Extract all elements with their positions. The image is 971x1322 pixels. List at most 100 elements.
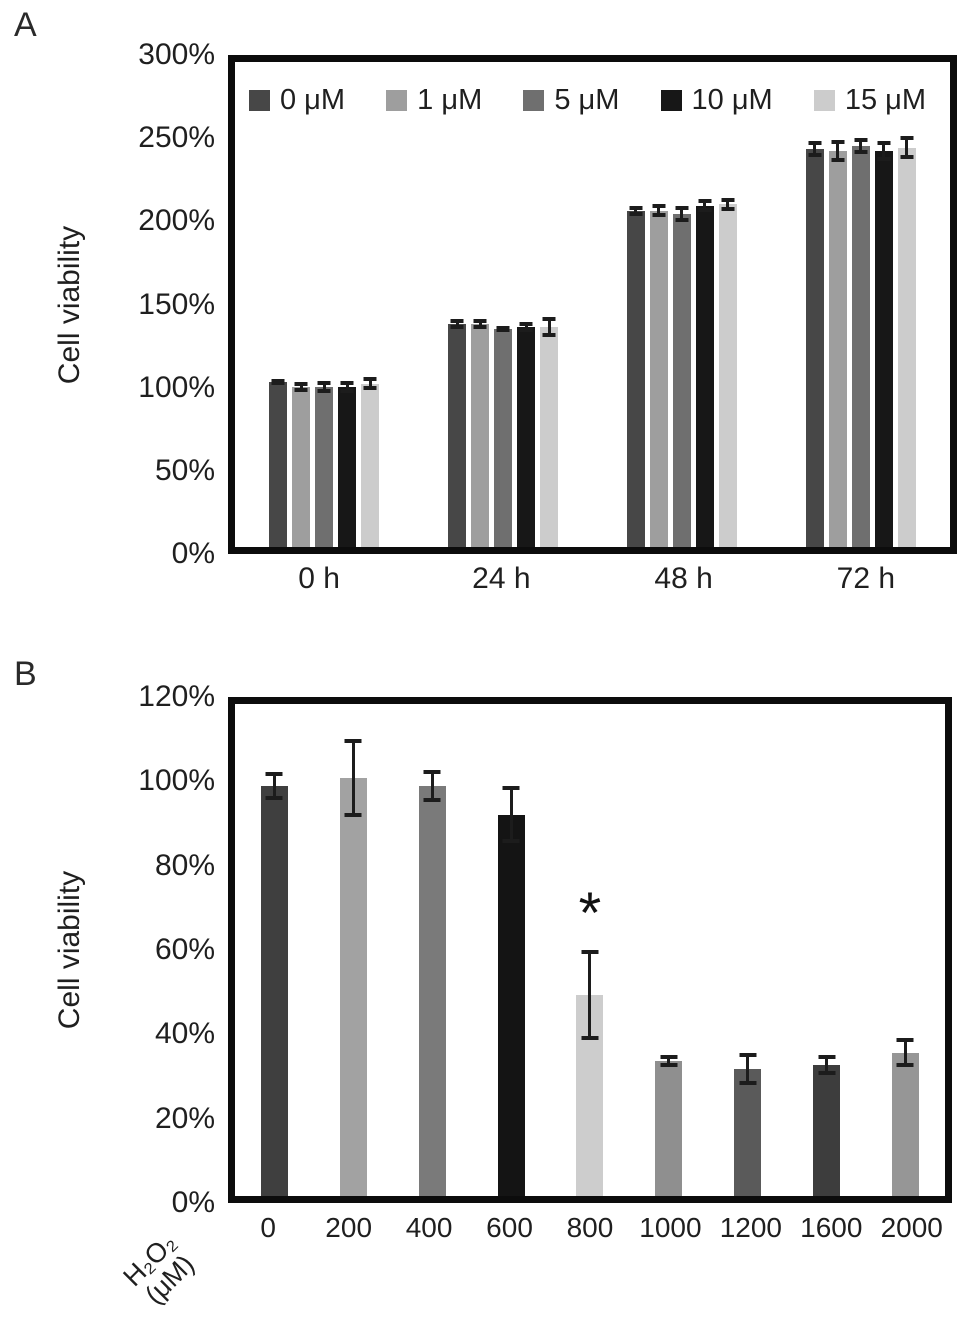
- error-bar-stem: [524, 322, 528, 332]
- legend-item: 0 μM: [249, 84, 345, 117]
- bar-slot: [734, 704, 762, 1196]
- error-bar-bottom-cap: [496, 327, 510, 332]
- bar-slot: [448, 62, 467, 547]
- error-bar-bottom-cap: [739, 1081, 757, 1086]
- bar: [361, 383, 380, 547]
- bar: [874, 150, 893, 547]
- error-bar: [423, 769, 441, 803]
- bar-slot: [874, 62, 893, 547]
- bar: [471, 323, 490, 547]
- legend-label: 15 μM: [844, 84, 926, 116]
- error-bar-top-cap: [363, 377, 377, 382]
- chart-b-x-tick-labels: 0 200 400 600 800 1000 1200 1600 2000: [228, 1212, 952, 1244]
- error-bar-top-cap: [854, 138, 868, 142]
- error-bar-bottom-cap: [542, 332, 556, 337]
- error-bar-top-cap: [739, 1052, 757, 1057]
- y-tick-label: 100%: [138, 370, 215, 404]
- error-bar-top-cap: [660, 1054, 678, 1059]
- bar-slot: [649, 62, 668, 547]
- error-bar: [660, 1054, 678, 1067]
- error-bar: [818, 1054, 836, 1076]
- error-bar-stem: [667, 1054, 671, 1067]
- bar-slot: [497, 704, 525, 1196]
- error-bar-top-cap: [900, 136, 914, 141]
- chart-a-y-axis-title: Cell viability: [53, 225, 86, 385]
- bar: [695, 205, 714, 547]
- error-bar-top-cap: [450, 319, 464, 324]
- x-tick-label: 1000: [639, 1212, 702, 1243]
- x-tick-label: 600: [486, 1212, 533, 1243]
- error-bar-top-cap: [808, 141, 822, 146]
- error-bar-bottom-cap: [698, 208, 712, 213]
- error-bar-stem: [657, 204, 661, 218]
- error-bar-top-cap: [581, 950, 599, 955]
- y-tick-label: 20%: [154, 1101, 215, 1135]
- error-bar: [831, 139, 845, 163]
- error-bar: [363, 377, 377, 391]
- x-tick-label: 400: [405, 1212, 453, 1243]
- error-bar-top-cap: [818, 1054, 836, 1059]
- error-bar: [450, 319, 464, 329]
- bar-slot: *: [576, 704, 604, 1196]
- chart-a-x-tick-labels: 0 h 24 h 48 h 72 h: [228, 562, 957, 596]
- bar: [315, 386, 334, 547]
- panel-a-letter: A: [14, 6, 37, 44]
- error-bar-bottom-cap: [854, 150, 868, 155]
- error-bar-top-cap: [542, 317, 556, 322]
- error-bar-stem: [825, 1054, 829, 1076]
- error-bar-bottom-cap: [721, 206, 735, 211]
- error-bar-stem: [859, 138, 863, 155]
- bar-slot: [805, 62, 824, 547]
- x-tick-label: 1200: [719, 1212, 782, 1243]
- error-bar: [854, 138, 868, 155]
- bar: [517, 327, 536, 547]
- error-bar: [271, 378, 285, 386]
- error-bar-bottom-cap: [581, 1036, 599, 1041]
- error-bar-stem: [746, 1052, 750, 1086]
- bar: [649, 210, 668, 547]
- bar: [734, 1068, 762, 1196]
- error-bar-bottom-cap: [808, 153, 822, 158]
- bar-slot: [672, 62, 691, 547]
- error-bar: [629, 205, 643, 216]
- panel-b-letter: B: [14, 655, 37, 693]
- legend-swatch: [386, 90, 408, 111]
- error-bar: [473, 319, 487, 329]
- error-bar-top-cap: [896, 1038, 914, 1043]
- bar: [718, 204, 737, 547]
- error-bar-stem: [813, 141, 817, 158]
- y-tick-label: 0%: [171, 537, 215, 570]
- legend-swatch: [660, 90, 682, 111]
- legend-label: 0 μM: [280, 84, 346, 116]
- legend-swatch: [523, 90, 545, 111]
- bar: [260, 786, 288, 1196]
- bar-slot: [813, 704, 841, 1196]
- error-bar-bottom-cap: [831, 158, 845, 163]
- error-bar-bottom-cap: [344, 812, 362, 817]
- bar: [655, 1060, 683, 1196]
- bar-slot: [851, 62, 870, 547]
- bar-group: [448, 62, 559, 547]
- bar-slot: [655, 704, 683, 1196]
- chart-b-plot-area: *: [228, 697, 952, 1203]
- legend-item: 15 μM: [813, 84, 926, 117]
- error-bar-top-cap: [496, 325, 510, 330]
- bar-slot: [718, 62, 737, 547]
- y-tick-label: 200%: [138, 204, 215, 238]
- x-tick-label: 48 h: [654, 562, 713, 595]
- error-bar: [294, 382, 308, 392]
- legend-item: 10 μM: [660, 84, 773, 117]
- error-bar: [900, 136, 914, 159]
- bar: [338, 386, 357, 547]
- error-bar-stem: [509, 786, 513, 844]
- error-bar: [542, 317, 556, 337]
- error-bar-bottom-cap: [423, 798, 441, 803]
- error-bar-stem: [299, 382, 303, 392]
- error-bar-top-cap: [340, 380, 354, 385]
- x-tick-label: 0: [260, 1212, 276, 1243]
- bar: [813, 1064, 841, 1196]
- error-bar-bottom-cap: [900, 155, 914, 159]
- y-tick-label: 120%: [138, 680, 215, 713]
- error-bar-stem: [903, 1038, 907, 1067]
- error-bar: [808, 141, 822, 158]
